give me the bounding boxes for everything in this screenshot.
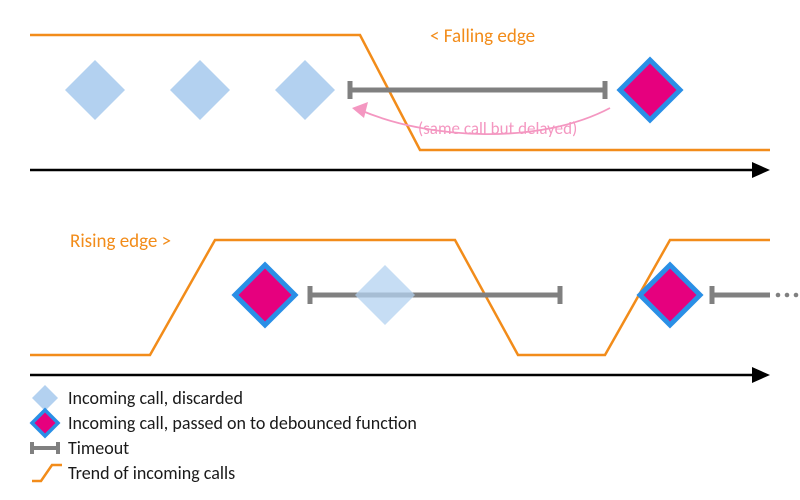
legend-trend-icon	[32, 465, 62, 481]
delayed-annotation: (same call but delayed)	[418, 118, 577, 139]
panel1-passed-diamond-0	[620, 60, 680, 120]
legend-passed-icon	[32, 410, 58, 436]
annotation-arrow-head	[352, 102, 368, 118]
panel2-timeout-1-dot	[776, 293, 781, 298]
panel2-passed-diamond-0	[235, 265, 295, 325]
panel2-discarded-diamond-0	[355, 265, 415, 325]
panel1-discarded-diamond-0	[65, 60, 125, 120]
panel2-timeout-1-dot	[794, 293, 799, 298]
panel1-axis-head	[752, 162, 770, 178]
legend-discarded-icon	[32, 385, 58, 411]
panel2-passed-diamond-1	[640, 265, 700, 325]
falling-edge-label: < Falling edge	[430, 25, 535, 48]
panel1-discarded-diamond-1	[170, 60, 230, 120]
panel2-axis-head	[752, 367, 770, 383]
legend-text-timeout: Timeout	[68, 437, 129, 459]
legend-text-trend: Trend of incoming calls	[68, 462, 235, 484]
rising-edge-label: Rising edge >	[70, 230, 171, 253]
legend-text-passed: Incoming call, passed on to debounced fu…	[68, 412, 417, 434]
panel1-discarded-diamond-2	[275, 60, 335, 120]
legend-text-discarded: Incoming call, discarded	[68, 387, 243, 409]
panel2-timeout-1-dot	[785, 293, 790, 298]
